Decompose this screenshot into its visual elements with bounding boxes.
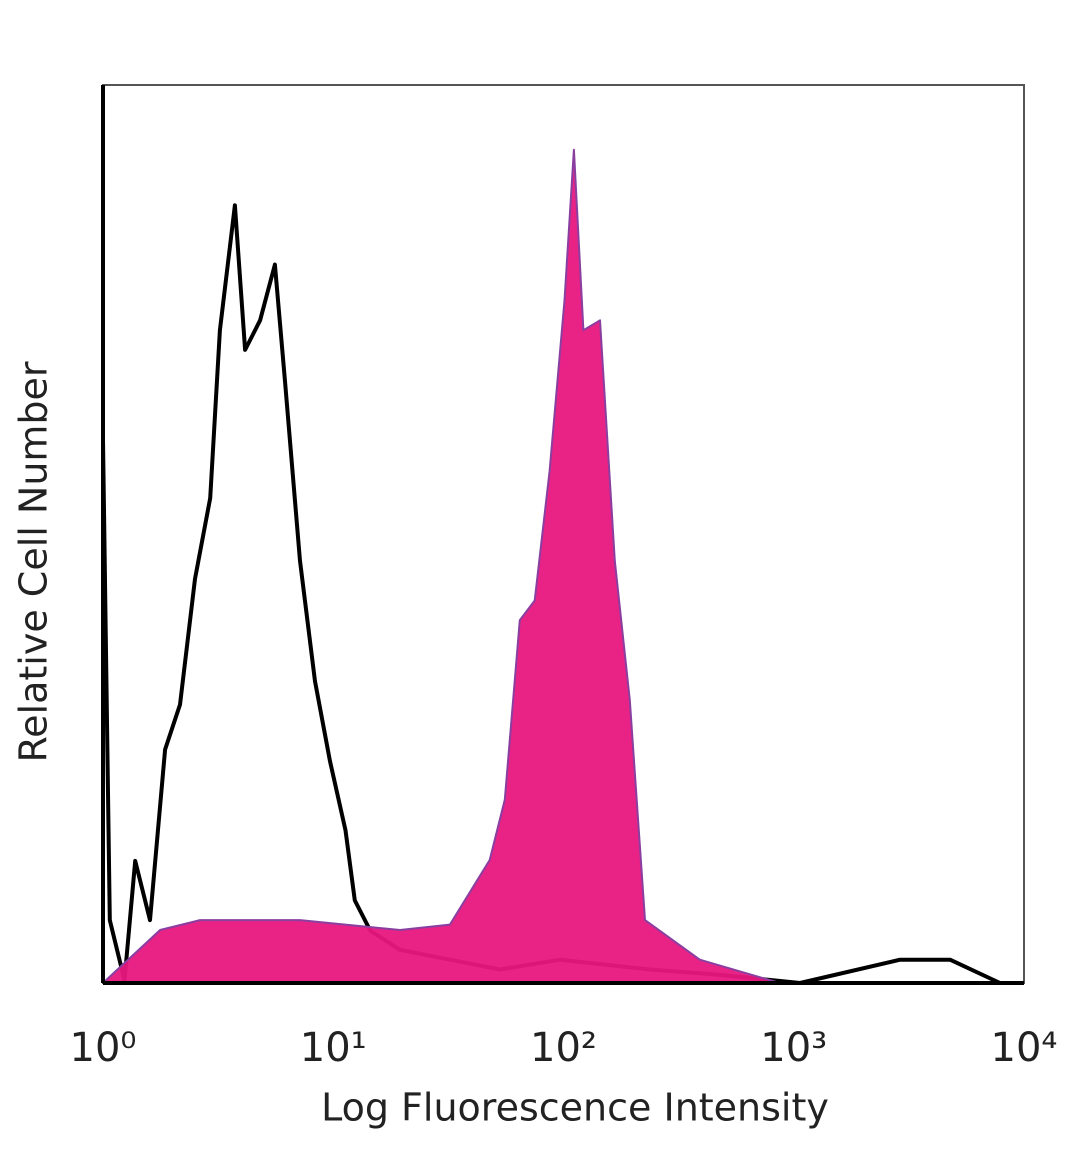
histogram-area <box>102 148 1025 984</box>
x-tick-label: 10⁴ <box>991 1025 1058 1071</box>
x-tick-label: 10¹ <box>300 1025 367 1071</box>
x-tick-label: 10³ <box>760 1025 827 1071</box>
x-tick-label: 10² <box>530 1025 597 1071</box>
x-axis-title: Log Fluorescence Intensity <box>321 1086 829 1130</box>
x-tick-label: 10⁰ <box>70 1025 137 1071</box>
y-axis-title: Relative Cell Number <box>12 361 56 762</box>
